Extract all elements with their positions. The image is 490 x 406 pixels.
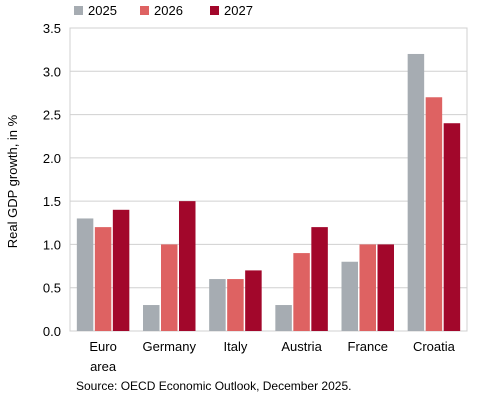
bar	[112, 209, 130, 331]
y-tick-label: 0.5	[43, 281, 61, 296]
x-tick-label: Austria	[281, 339, 322, 354]
legend-swatch	[210, 6, 219, 15]
legend-swatch	[140, 6, 149, 15]
bar	[209, 279, 226, 331]
bar	[359, 244, 376, 331]
bar	[341, 261, 358, 331]
bar	[407, 53, 425, 331]
plot-border	[69, 27, 468, 332]
bar	[161, 244, 178, 331]
x-tick-label: Euro	[89, 339, 116, 354]
bar	[245, 270, 262, 331]
bar	[425, 97, 443, 331]
y-tick-label: 0.0	[43, 324, 61, 339]
legend-swatch	[74, 6, 83, 15]
x-tick-label: Italy	[223, 339, 247, 354]
x-tick-label: Germany	[143, 339, 197, 354]
x-tick-label: Croatia	[413, 339, 456, 354]
x-tick-label: France	[348, 339, 388, 354]
legend-label: 2025	[88, 3, 117, 18]
y-tick-label: 2.5	[43, 108, 61, 123]
bar	[76, 218, 94, 331]
bar	[94, 227, 112, 331]
bar	[275, 305, 292, 331]
y-tick-label: 2.0	[43, 151, 61, 166]
bar	[143, 305, 160, 331]
bar	[227, 279, 244, 331]
bar	[179, 201, 196, 331]
y-axis-label: Real GDP growth, in %	[5, 114, 20, 248]
legend-label: 2027	[224, 3, 253, 18]
x-tick-label: area	[90, 359, 117, 374]
source-note: Source: OECD Economic Outlook, December …	[76, 379, 352, 393]
bar	[443, 123, 461, 331]
y-tick-label: 3.5	[43, 21, 61, 36]
bar	[377, 244, 394, 331]
y-tick-label: 1.0	[43, 237, 61, 252]
bar	[311, 227, 328, 331]
legend-label: 2026	[154, 3, 183, 18]
y-tick-label: 1.5	[43, 194, 61, 209]
bar	[293, 253, 310, 331]
y-tick-label: 3.0	[43, 64, 61, 79]
